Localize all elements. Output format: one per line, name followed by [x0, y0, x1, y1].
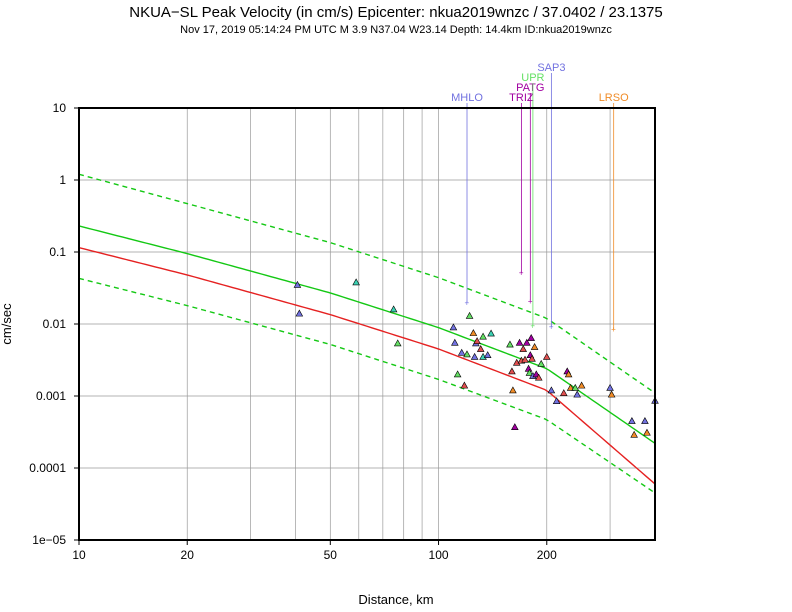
- data-point: [470, 352, 479, 360]
- station-marker-sap3: +: [549, 323, 554, 332]
- station-label-patg: PATG: [516, 82, 544, 94]
- y-axis-label: cm/sec: [0, 303, 14, 345]
- data-point: [463, 350, 471, 358]
- data-point: [508, 367, 516, 375]
- data-point: [534, 373, 543, 381]
- data-point: [511, 423, 519, 431]
- x-axis-ticks: 10 20 50 100 200: [72, 540, 557, 562]
- data-point: [522, 338, 531, 346]
- data-point: [530, 343, 539, 350]
- x-axis-label: Distance, km: [358, 592, 433, 607]
- data-point: [519, 345, 528, 352]
- y-tick-label: 0.001: [36, 389, 66, 403]
- data-point: [528, 354, 536, 362]
- y-tick-label: 1: [59, 173, 66, 187]
- chart-title: NKUA−SL Peak Velocity (in cm/s) Epicente…: [129, 4, 663, 21]
- data-point: [457, 348, 466, 356]
- station-label-leaders: + MHLO + TRIZ + PATG + UPR + SAP3 + LRSO: [451, 62, 629, 334]
- curve-upper: [79, 225, 655, 444]
- station-label-triz: TRIZ: [509, 92, 534, 104]
- data-point: [465, 311, 474, 319]
- data-point: [571, 383, 580, 391]
- data-point: [515, 338, 524, 346]
- data-point: [460, 381, 469, 389]
- data-point: [293, 280, 302, 288]
- data-point: [506, 340, 514, 348]
- data-point: [525, 368, 534, 376]
- data-point: [295, 309, 304, 317]
- y-tick-label: 1e−05: [32, 533, 66, 547]
- curve-median: [79, 246, 655, 485]
- data-point: [449, 323, 458, 331]
- station-label-lrso: LRSO: [599, 92, 629, 104]
- data-point: [469, 329, 478, 336]
- data-point: [552, 397, 561, 405]
- x-tick-label: 100: [429, 548, 449, 562]
- data-point: [628, 417, 636, 424]
- data-point: [559, 389, 568, 396]
- data-point: [521, 355, 529, 363]
- station-marker-mhlo: +: [465, 298, 470, 307]
- station-label-upr: UPR: [521, 72, 544, 84]
- station-marker-upr: +: [530, 322, 535, 331]
- station-label-mhlo: MHLO: [451, 92, 483, 104]
- data-point: [537, 359, 546, 367]
- data-point: [573, 390, 581, 398]
- data-points: [293, 278, 659, 438]
- data-point: [641, 417, 649, 424]
- data-point: [483, 351, 492, 359]
- data-point: [393, 339, 402, 347]
- curve-lower-minus-sigma: [79, 277, 655, 494]
- data-point: [577, 381, 586, 389]
- data-point: [564, 370, 573, 378]
- x-tick-label: 20: [181, 548, 195, 562]
- data-point: [643, 428, 651, 436]
- data-point: [630, 430, 638, 438]
- data-point: [479, 332, 487, 340]
- y-axis-ticks: 10 1 0.1 0.01 0.001 0.0001 1e−05: [29, 101, 79, 547]
- data-point: [473, 337, 481, 344]
- station-marker-triz: +: [519, 268, 524, 277]
- x-tick-label: 50: [324, 548, 338, 562]
- chart-subtitle: Nov 17, 2019 05:14:24 PM UTC M 3.9 N37.0…: [180, 24, 612, 36]
- data-point: [487, 329, 495, 337]
- data-point: [527, 334, 535, 341]
- data-point: [352, 278, 360, 286]
- x-tick-label: 200: [537, 548, 557, 562]
- data-point: [606, 383, 614, 391]
- y-tick-label: 0.0001: [29, 461, 66, 475]
- data-point: [509, 386, 517, 394]
- y-tick-label: 0.01: [43, 317, 67, 331]
- x-tick-label: 10: [72, 548, 86, 562]
- data-point: [547, 386, 556, 394]
- data-point: [451, 338, 459, 346]
- y-tick-label: 10: [53, 101, 67, 115]
- station-label-sap3: SAP3: [537, 62, 565, 74]
- data-point: [566, 383, 575, 391]
- data-point: [389, 305, 398, 313]
- data-point: [607, 390, 616, 398]
- y-tick-label: 0.1: [49, 245, 66, 259]
- station-marker-lrso: +: [611, 325, 616, 334]
- data-point: [453, 370, 462, 378]
- curve-upper-plus-sigma: [79, 173, 655, 394]
- data-point: [542, 352, 551, 360]
- attenuation-curves: [79, 173, 655, 494]
- station-marker-patg: +: [528, 297, 533, 306]
- data-point: [476, 345, 485, 352]
